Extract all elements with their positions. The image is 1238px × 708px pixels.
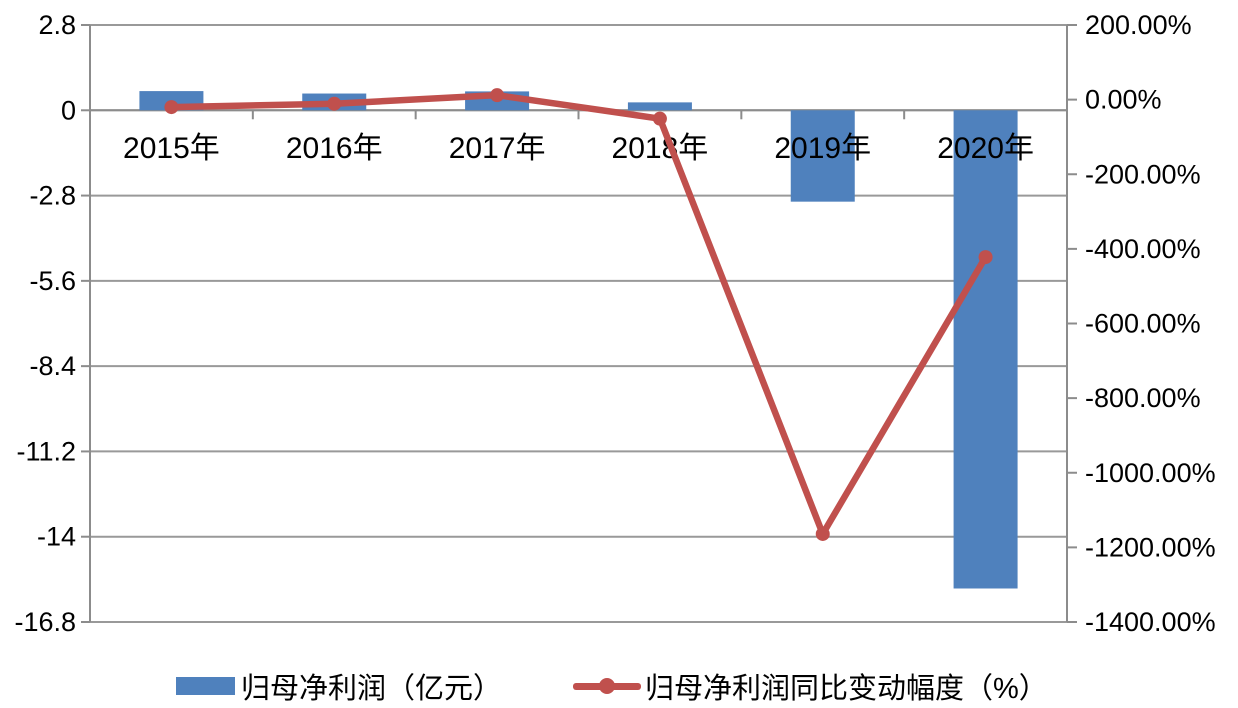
category-label: 2018年 — [612, 132, 709, 165]
left-axis-tick-label: -8.4 — [29, 351, 76, 381]
combo-chart: 2.8 0 -2.8 -5.6 -8.4 -11.2 -14 -16.8 200.00% 0.00… — [14, 10, 1216, 637]
right-axis-tick-label: -400.00% — [1085, 234, 1201, 264]
category-label: 2020年 — [937, 132, 1034, 165]
category-label: 2016年 — [286, 132, 383, 165]
right-axis-tick-label: -1000.00% — [1085, 458, 1216, 488]
right-axis-tick-label: -1200.00% — [1085, 532, 1216, 562]
right-axis-tick-label: -1400.00% — [1085, 607, 1216, 637]
left-axis-tick-label: -16.8 — [14, 607, 76, 637]
legend-label-line-series: 归母净利润同比变动幅度（%） — [645, 673, 1048, 705]
left-axis-tick-label: -5.6 — [29, 266, 76, 296]
legend-label-bar-series: 归母净利润（亿元） — [241, 673, 503, 705]
line-marker-2019年 — [815, 526, 830, 541]
line-series-swatch — [573, 677, 641, 695]
left-axis-tick-label: 2.8 — [38, 10, 76, 40]
right-axis-tick-label: 0.00% — [1085, 85, 1162, 115]
line-series-swatch-marker — [599, 678, 615, 694]
right-axis-tick-label: 200.00% — [1085, 10, 1192, 40]
left-axis-tick-label: -2.8 — [29, 181, 76, 211]
line-marker-2016年 — [327, 96, 342, 111]
line-series — [168, 91, 989, 538]
category-label: 2015年 — [123, 132, 220, 165]
bar-2019年 — [790, 110, 855, 202]
left-axis-tick-label: -11.2 — [16, 436, 76, 466]
bar-2020年 — [953, 110, 1018, 589]
right-axis-tick-label: -800.00% — [1085, 383, 1201, 413]
category-label: 2019年 — [774, 132, 871, 165]
category-label: 2017年 — [449, 132, 546, 165]
right-axis-tick-label: -200.00% — [1085, 159, 1201, 189]
left-axis-tick-label: -14 — [37, 522, 76, 552]
line-marker-2018年 — [652, 111, 667, 126]
legend-item-bar-series: 归母净利润（亿元） — [176, 668, 503, 705]
chart-legend: 归母净利润（亿元） 归母净利润同比变动幅度（%） — [0, 668, 1238, 708]
legend-item-line-series: 归母净利润同比变动幅度（%） — [573, 668, 1048, 705]
line-marker-2017年 — [490, 88, 505, 103]
bar-2018年 — [627, 102, 692, 111]
left-axis-tick-label: 0 — [61, 95, 76, 125]
bar-series-swatch — [176, 677, 235, 695]
right-axis-tick-label: -600.00% — [1085, 309, 1201, 339]
line-marker-2015年 — [164, 100, 179, 115]
line-marker-2020年 — [978, 250, 993, 265]
